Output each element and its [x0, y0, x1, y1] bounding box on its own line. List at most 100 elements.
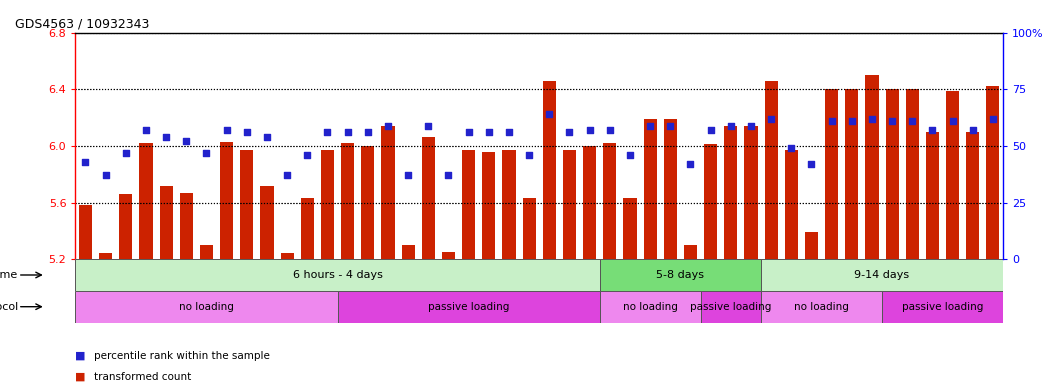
Bar [764, 81, 778, 259]
Bar [119, 194, 132, 259]
Bar [866, 75, 878, 259]
Bar [825, 89, 839, 259]
Bar [600, 259, 761, 291]
Point [97, 172, 114, 179]
Point [420, 122, 437, 129]
Text: ■: ■ [75, 372, 86, 382]
Point [762, 116, 779, 122]
Point [783, 145, 800, 151]
Point [662, 122, 678, 129]
Point [520, 152, 537, 158]
Bar [563, 150, 576, 259]
Bar [704, 144, 717, 259]
Bar [845, 89, 859, 259]
Point [904, 118, 920, 124]
Bar [603, 143, 617, 259]
Point [359, 129, 376, 136]
Point [77, 159, 94, 165]
Bar [361, 146, 375, 259]
Bar [644, 119, 656, 259]
Bar [220, 142, 233, 259]
Point [884, 118, 900, 124]
Bar [882, 291, 1003, 323]
Bar [75, 291, 337, 323]
Bar [159, 185, 173, 259]
Bar [483, 152, 495, 259]
Point [601, 127, 618, 133]
Bar [422, 137, 435, 259]
Bar [725, 126, 737, 259]
Bar [761, 259, 1003, 291]
Point [682, 161, 698, 167]
Bar [946, 91, 959, 259]
Text: no loading: no loading [179, 302, 233, 312]
Text: time: time [0, 270, 18, 280]
Point [864, 116, 881, 122]
Point [239, 129, 255, 136]
Point [500, 129, 517, 136]
Point [218, 127, 235, 133]
Text: protocol: protocol [0, 302, 18, 312]
Bar [886, 89, 898, 259]
Point [319, 129, 336, 136]
Text: 6 hours - 4 days: 6 hours - 4 days [292, 270, 382, 280]
Point [117, 150, 134, 156]
Bar [281, 253, 293, 259]
Point [380, 122, 397, 129]
Bar [402, 245, 415, 259]
Bar [79, 205, 92, 259]
Point [561, 129, 578, 136]
Point [440, 172, 456, 179]
Point [984, 116, 1001, 122]
Point [944, 118, 961, 124]
Bar [381, 126, 395, 259]
Bar [986, 86, 1000, 259]
Bar [180, 193, 193, 259]
Bar [337, 291, 600, 323]
Point [622, 152, 639, 158]
Bar [744, 126, 757, 259]
Point [400, 172, 417, 179]
Bar [300, 198, 314, 259]
Text: percentile rank within the sample: percentile rank within the sample [94, 351, 270, 361]
Text: ■: ■ [75, 351, 86, 361]
Point [198, 150, 215, 156]
Point [279, 172, 295, 179]
Text: GDS4563 / 10932343: GDS4563 / 10932343 [15, 17, 150, 30]
Point [339, 129, 356, 136]
Point [541, 111, 558, 117]
Bar [805, 232, 818, 259]
Point [299, 152, 316, 158]
Text: passive loading: passive loading [901, 302, 983, 312]
Bar [664, 119, 676, 259]
Bar [99, 253, 112, 259]
Text: passive loading: passive loading [428, 302, 509, 312]
Bar [700, 291, 761, 323]
Bar [926, 132, 939, 259]
Bar [240, 150, 253, 259]
Point [178, 138, 195, 144]
Point [581, 127, 598, 133]
Bar [785, 150, 798, 259]
Point [259, 134, 275, 140]
Point [844, 118, 861, 124]
Bar [442, 252, 455, 259]
Bar [462, 150, 475, 259]
Point [461, 129, 477, 136]
Point [722, 122, 739, 129]
Bar [321, 150, 334, 259]
Text: transformed count: transformed count [94, 372, 192, 382]
Bar [761, 291, 882, 323]
Bar [542, 81, 556, 259]
Text: 5-8 days: 5-8 days [656, 270, 705, 280]
Bar [966, 132, 979, 259]
Bar [75, 259, 600, 291]
Bar [522, 198, 536, 259]
Point [803, 161, 820, 167]
Point [642, 122, 659, 129]
Bar [261, 185, 273, 259]
Text: no loading: no loading [623, 302, 677, 312]
Point [703, 127, 719, 133]
Bar [503, 150, 515, 259]
Point [925, 127, 941, 133]
